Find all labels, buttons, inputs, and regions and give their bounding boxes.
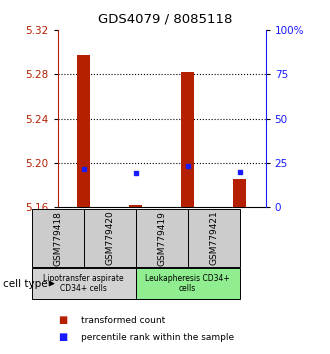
Text: GSM779418: GSM779418 (53, 211, 62, 266)
Text: cell type: cell type (3, 279, 48, 289)
Text: ■: ■ (58, 315, 67, 325)
Text: percentile rank within the sample: percentile rank within the sample (81, 332, 234, 342)
Text: Lipotransfer aspirate
CD34+ cells: Lipotransfer aspirate CD34+ cells (44, 274, 124, 293)
Text: ■: ■ (58, 332, 67, 342)
Bar (181, 72, 194, 207)
Text: GDS4079 / 8085118: GDS4079 / 8085118 (98, 12, 232, 25)
Text: GSM779421: GSM779421 (209, 211, 218, 266)
Bar (129, 205, 142, 207)
Text: GSM779419: GSM779419 (157, 211, 166, 266)
Text: transformed count: transformed count (81, 316, 165, 325)
Bar (233, 179, 246, 207)
Text: GSM779420: GSM779420 (105, 211, 114, 266)
Bar (77, 55, 90, 207)
Text: Leukapheresis CD34+
cells: Leukapheresis CD34+ cells (145, 274, 230, 293)
